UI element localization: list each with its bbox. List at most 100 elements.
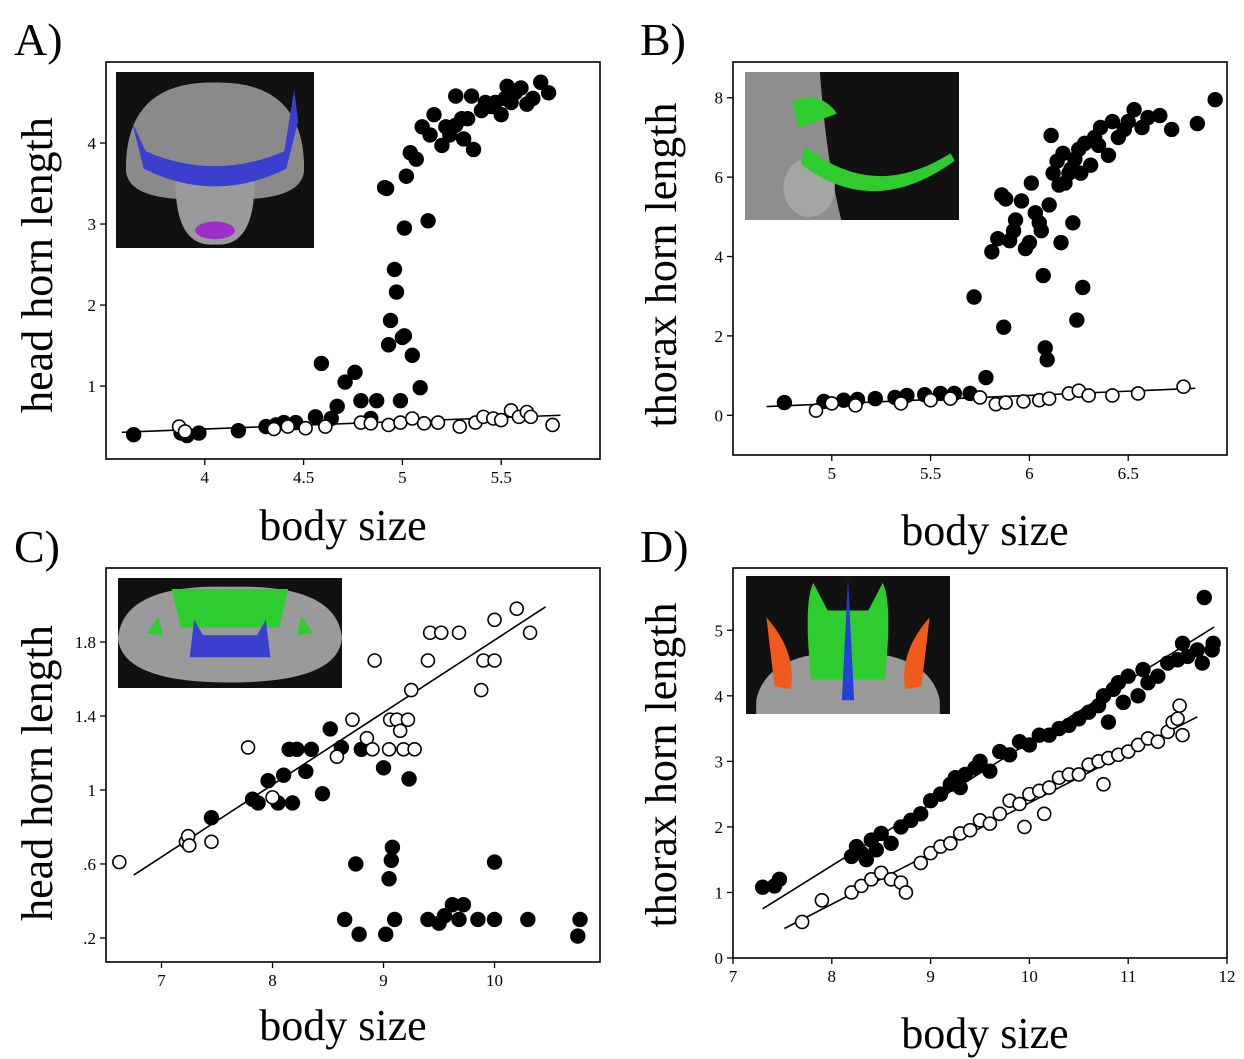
point-open bbox=[943, 835, 958, 851]
x-tick-label: 4.5 bbox=[293, 468, 314, 487]
point-filled bbox=[348, 856, 364, 872]
point-filled bbox=[436, 908, 453, 924]
head-horn-highlight bbox=[131, 89, 299, 187]
head-shape bbox=[175, 181, 255, 245]
plot-frame bbox=[732, 61, 1228, 456]
panel-label: D) bbox=[640, 521, 689, 572]
y-tick-label: 1 bbox=[88, 781, 97, 800]
point-open bbox=[1071, 767, 1087, 782]
point-open bbox=[363, 416, 379, 431]
point-filled bbox=[1152, 107, 1168, 124]
point-open bbox=[1041, 391, 1057, 406]
point-filled bbox=[260, 773, 276, 789]
point-filled bbox=[337, 374, 353, 390]
point-filled bbox=[380, 337, 397, 353]
point-open bbox=[854, 878, 869, 894]
point-filled bbox=[401, 771, 417, 787]
point-filled bbox=[465, 141, 482, 158]
point-filled bbox=[1041, 197, 1057, 213]
point-open bbox=[1041, 780, 1057, 795]
point-filled bbox=[203, 810, 220, 826]
specimen-inset-image bbox=[746, 576, 950, 714]
point-filled bbox=[336, 911, 353, 928]
point-filled bbox=[382, 312, 399, 329]
point-open bbox=[420, 653, 436, 668]
point-filled bbox=[776, 394, 793, 411]
point-filled bbox=[314, 785, 331, 802]
point-filled bbox=[378, 180, 395, 197]
point-open bbox=[898, 885, 914, 900]
point-filled bbox=[486, 911, 503, 928]
y-tick-label: 1 bbox=[715, 883, 724, 902]
side-horn-highlight bbox=[297, 616, 313, 636]
point-filled bbox=[329, 398, 345, 415]
point-filled bbox=[1196, 589, 1212, 606]
panel-label: A) bbox=[14, 14, 63, 65]
point-filled bbox=[771, 871, 788, 888]
point-filled bbox=[1082, 157, 1099, 173]
point-open bbox=[893, 396, 909, 411]
point-open bbox=[452, 419, 468, 434]
point-open bbox=[998, 395, 1013, 410]
point-open bbox=[266, 421, 282, 437]
point-filled bbox=[455, 896, 472, 913]
point-filled bbox=[420, 213, 436, 229]
point-filled bbox=[984, 244, 1000, 260]
point-open bbox=[367, 653, 382, 668]
point-filled bbox=[230, 422, 247, 439]
point-filled bbox=[1053, 234, 1069, 251]
side-horn-highlight bbox=[147, 616, 163, 636]
point-open bbox=[381, 417, 396, 433]
point-open bbox=[345, 712, 360, 727]
x-tick-label: 10 bbox=[1021, 967, 1038, 986]
point-filled bbox=[396, 328, 413, 344]
point-filled bbox=[451, 911, 467, 928]
point-open bbox=[204, 834, 219, 850]
x-tick-label: 7 bbox=[157, 971, 166, 990]
x-axis-title: body size bbox=[259, 1001, 426, 1050]
y-tick-label: .6 bbox=[83, 855, 96, 874]
point-filled bbox=[191, 425, 207, 441]
y-tick-label: 2 bbox=[88, 296, 97, 315]
point-filled bbox=[996, 319, 1012, 335]
y-tick-label: 2 bbox=[715, 327, 724, 346]
point-open bbox=[1176, 379, 1191, 395]
point-filled bbox=[1205, 635, 1221, 652]
y-axis-title: head horn length bbox=[13, 117, 62, 413]
thorax-horn-highlight bbox=[800, 146, 955, 192]
point-filled bbox=[978, 369, 994, 386]
point-open bbox=[962, 822, 978, 838]
x-tick-label: 12 bbox=[1219, 967, 1236, 986]
point-filled bbox=[384, 839, 401, 856]
point-open bbox=[451, 625, 467, 641]
point-open bbox=[407, 741, 422, 757]
point-filled bbox=[1035, 267, 1051, 284]
point-filled bbox=[386, 261, 403, 278]
point-open bbox=[814, 893, 830, 908]
point-filled bbox=[1174, 635, 1191, 652]
point-filled bbox=[392, 392, 409, 409]
point-open bbox=[493, 412, 509, 428]
point-open bbox=[404, 411, 420, 426]
point-open bbox=[824, 396, 840, 411]
point-filled bbox=[513, 80, 529, 96]
point-open bbox=[473, 682, 489, 698]
point-filled bbox=[1135, 661, 1151, 678]
side-horn-highlight bbox=[766, 617, 792, 690]
point-filled bbox=[426, 106, 442, 123]
panel-c: C) 7 8 9 10 .2 .6 1 1.4 1.8 body size head horn len… bbox=[13, 521, 601, 1050]
point-filled bbox=[1130, 688, 1146, 704]
point-filled bbox=[422, 127, 438, 143]
point-filled bbox=[997, 191, 1014, 207]
x-tick-label: 4 bbox=[201, 468, 210, 487]
point-open bbox=[848, 398, 863, 413]
head-horn-highlight bbox=[841, 578, 855, 701]
point-filled bbox=[434, 137, 450, 154]
x-tick-label: 10 bbox=[486, 971, 503, 990]
point-filled bbox=[1194, 655, 1211, 671]
point-filled bbox=[1007, 212, 1024, 228]
point-filled bbox=[396, 220, 413, 236]
point-filled bbox=[455, 131, 472, 147]
